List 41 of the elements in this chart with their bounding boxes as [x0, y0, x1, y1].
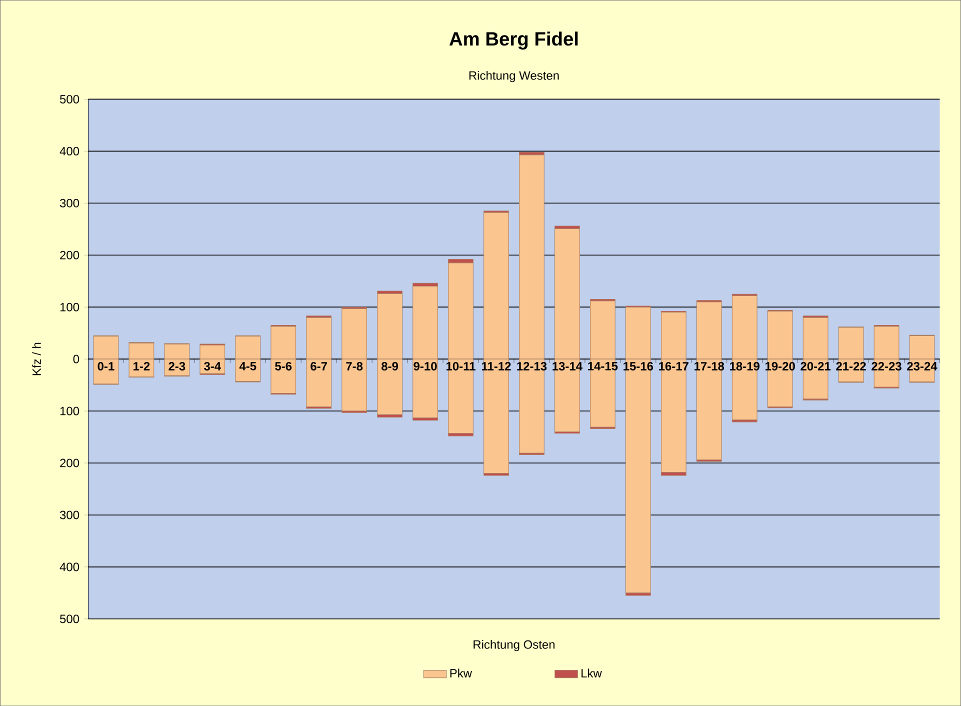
chart-title: Am Berg Fidel	[449, 32, 578, 50]
y-tick-label: 300	[60, 198, 80, 208]
x-tick-label: 9-10	[414, 362, 437, 370]
x-axis-title: Richtung Osten	[474, 640, 555, 652]
x-tick-label: 22-23	[872, 362, 902, 370]
x-tick-label: 5-6	[275, 362, 292, 370]
y-tick-label: 100	[60, 406, 80, 416]
x-tick-label: 4-5	[239, 362, 256, 370]
y-axis-title: Kfz / h	[32, 342, 41, 376]
y-tick-label: 100	[60, 302, 80, 312]
y-tick-label: 200	[60, 250, 80, 260]
x-tick-label: 8-9	[382, 362, 398, 370]
y-tick-label: 0	[73, 354, 80, 364]
x-tick-label: 17-18	[694, 362, 724, 370]
x-tick-label: 3-4	[204, 362, 222, 370]
x-tick-label: 10-11	[446, 362, 476, 370]
x-tick-label: 14-15	[588, 362, 618, 370]
y-tick-label: 200	[60, 458, 80, 468]
chart-subtitle: Richtung Westen	[469, 70, 559, 82]
y-tick-label: 300	[60, 510, 80, 520]
x-tick-label: 7-8	[346, 362, 363, 370]
x-tick-label: 0-1	[98, 362, 114, 370]
x-tick-label: 12-13	[517, 362, 547, 370]
y-tick-label: 500	[60, 94, 80, 104]
x-tick-label: 1-2	[134, 362, 150, 370]
legend-label: Lkw	[582, 668, 602, 678]
legend-label: Pkw	[450, 668, 472, 678]
y-tick-label: 500	[60, 614, 80, 624]
x-tick-label: 21-22	[836, 362, 866, 370]
x-tick-label: 20-21	[800, 362, 831, 370]
x-tick-label: 2-3	[168, 362, 186, 370]
x-tick-label: 19-20	[765, 362, 795, 370]
x-tick-label: 16-17	[659, 362, 688, 370]
x-tick-label: 23-24	[907, 362, 938, 370]
x-tick-label: 18-19	[730, 362, 760, 370]
x-tick-label: 15-16	[624, 362, 654, 370]
x-tick-label: 11-12	[482, 362, 511, 370]
x-tick-label: 6-7	[310, 362, 327, 370]
x-tick-label: 13-14	[552, 362, 582, 370]
y-tick-label: 400	[60, 562, 80, 572]
y-tick-label: 400	[60, 146, 80, 156]
